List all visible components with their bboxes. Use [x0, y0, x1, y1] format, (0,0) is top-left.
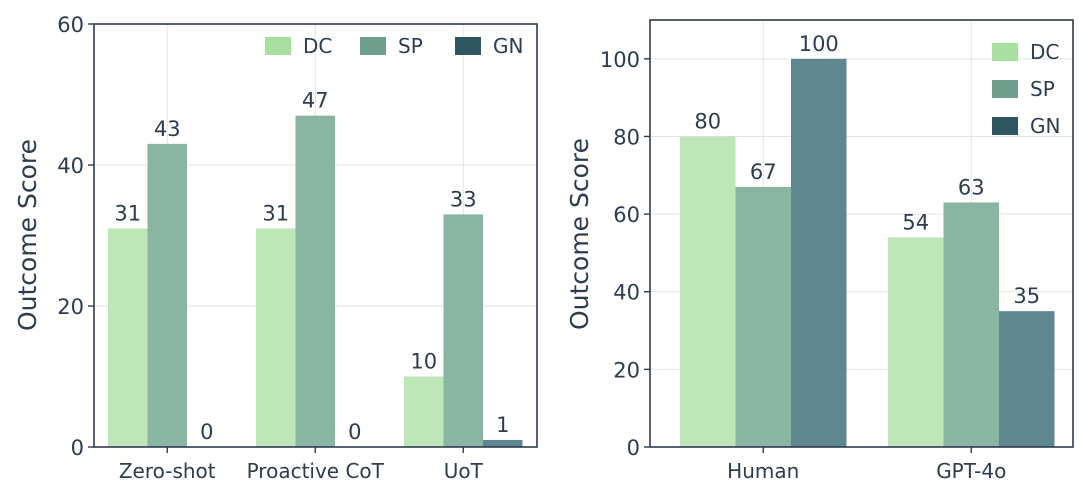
data-label: 0: [200, 420, 213, 444]
data-label: 43: [154, 117, 181, 141]
bar: [791, 58, 847, 448]
bar: [943, 202, 999, 447]
data-label: 100: [799, 32, 839, 56]
data-label: 1: [496, 413, 509, 437]
legend-label: SP: [1030, 77, 1055, 101]
legend-label: SP: [398, 34, 423, 58]
y-axis-label: Outcome Score: [565, 138, 594, 330]
y-tick-label: 0: [627, 436, 640, 460]
y-tick-label: 0: [71, 436, 84, 460]
legend-swatch: [992, 80, 1018, 98]
legend-swatch: [992, 43, 1018, 61]
y-tick-label: 40: [613, 281, 640, 305]
bar: [888, 237, 944, 447]
data-label: 54: [902, 210, 929, 234]
y-tick-label: 20: [57, 295, 84, 319]
legend-label: GN: [1030, 114, 1060, 138]
bar: [147, 143, 187, 447]
x-tick-label: Human: [727, 459, 799, 483]
chart-right: 80 54 67 63 100 35 0 20 40 60 80 100 Human GPT-4o Outc…: [565, 19, 1074, 483]
legend-swatch: [360, 37, 386, 55]
y-tick-label: 60: [57, 13, 84, 37]
data-label: 67: [750, 160, 777, 184]
bar: [295, 115, 335, 448]
legend-label: DC: [303, 34, 332, 58]
bar: [443, 214, 483, 447]
legend: DC SP GN: [992, 40, 1060, 138]
legend-label: GN: [493, 34, 523, 58]
x-tick-label: UoT: [444, 459, 484, 483]
data-label: 10: [410, 350, 437, 374]
bar: [404, 376, 444, 447]
y-tick-label: 20: [613, 358, 640, 382]
y-axis-label: Outcome Score: [13, 139, 42, 331]
legend-swatch: [992, 117, 1018, 135]
bar: [483, 439, 523, 447]
y-tick-label: 40: [57, 154, 84, 178]
bar: [256, 228, 296, 447]
data-label: 31: [114, 201, 141, 225]
y-tick-label: 80: [613, 125, 640, 149]
bar: [680, 136, 736, 448]
data-label: 47: [302, 89, 329, 113]
x-tick-label: Proactive CoT: [247, 459, 385, 483]
bar: [999, 311, 1055, 447]
legend-swatch: [265, 37, 291, 55]
legend: DC SP GN: [265, 34, 523, 58]
y-tick-label: 60: [613, 203, 640, 227]
axes-frame: [649, 19, 1074, 448]
bar: [735, 186, 791, 447]
data-label: 0: [348, 420, 361, 444]
data-label: 63: [958, 175, 985, 199]
y-tick-label: 100: [600, 48, 640, 72]
x-tick-label: Zero-shot: [119, 459, 216, 483]
legend-swatch: [455, 37, 481, 55]
x-tick-label: GPT-4o: [936, 459, 1006, 483]
data-label: 80: [694, 109, 721, 133]
data-label: 33: [450, 187, 477, 211]
data-label: 31: [262, 201, 289, 225]
legend-label: DC: [1030, 40, 1059, 64]
data-label: 35: [1013, 284, 1040, 308]
bar: [108, 228, 148, 447]
